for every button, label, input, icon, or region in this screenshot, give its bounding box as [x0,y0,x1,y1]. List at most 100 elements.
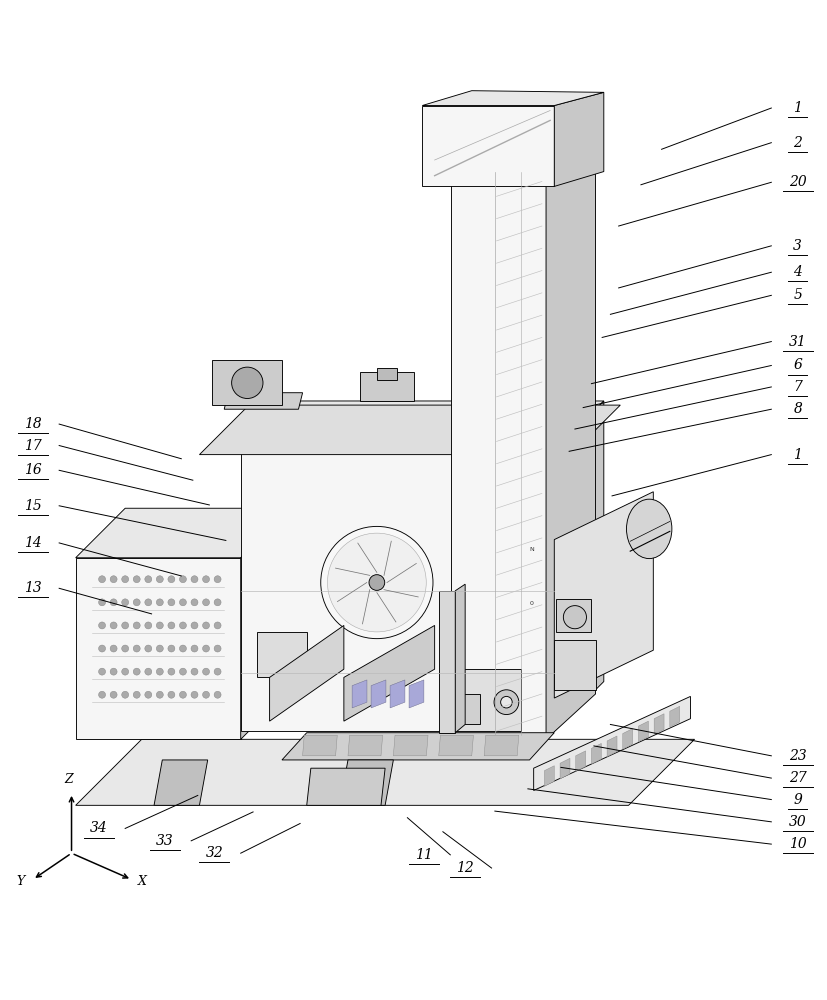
Polygon shape [555,599,590,632]
Circle shape [203,622,209,629]
Circle shape [110,691,117,698]
Text: 23: 23 [788,749,805,763]
Polygon shape [199,405,619,455]
Polygon shape [302,735,337,756]
Polygon shape [390,680,404,708]
Circle shape [122,668,128,675]
Polygon shape [422,106,553,186]
Text: 6: 6 [792,358,801,372]
Circle shape [156,622,163,629]
Circle shape [156,691,163,698]
Circle shape [145,622,151,629]
Polygon shape [241,401,603,450]
Circle shape [122,599,128,606]
Circle shape [203,691,209,698]
Circle shape [179,691,186,698]
Polygon shape [75,558,241,739]
Text: 12: 12 [456,861,474,875]
Polygon shape [438,591,455,733]
Circle shape [214,576,221,583]
Text: 15: 15 [24,499,41,513]
Circle shape [168,645,174,652]
Circle shape [98,599,105,606]
Text: 8: 8 [792,402,801,416]
Polygon shape [241,508,290,739]
Polygon shape [306,768,385,805]
Polygon shape [448,694,480,724]
Text: 2: 2 [792,136,801,150]
Circle shape [168,668,174,675]
Polygon shape [545,155,595,739]
Text: 33: 33 [155,834,174,848]
Text: 11: 11 [414,848,433,862]
Circle shape [191,668,198,675]
Polygon shape [339,760,393,805]
Polygon shape [590,743,600,764]
Polygon shape [451,145,595,170]
Circle shape [179,576,186,583]
Polygon shape [212,360,282,405]
Circle shape [110,622,117,629]
Circle shape [110,645,117,652]
Polygon shape [606,736,616,757]
Circle shape [145,668,151,675]
Polygon shape [553,492,653,698]
Circle shape [110,668,117,675]
Text: 32: 32 [205,846,223,860]
Circle shape [145,599,151,606]
Circle shape [191,576,198,583]
Circle shape [133,576,140,583]
Text: 14: 14 [24,536,41,550]
Text: 0: 0 [529,601,533,606]
Polygon shape [343,625,434,721]
Circle shape [232,367,263,398]
Circle shape [203,645,209,652]
Circle shape [179,645,186,652]
Circle shape [494,690,519,715]
Text: 20: 20 [788,175,805,189]
Polygon shape [75,508,290,558]
Circle shape [145,576,151,583]
Circle shape [98,576,105,583]
Polygon shape [282,733,553,760]
Polygon shape [270,625,343,721]
Circle shape [156,576,163,583]
Circle shape [98,645,105,652]
Circle shape [191,645,198,652]
Circle shape [214,599,221,606]
Text: 16: 16 [24,463,41,477]
Polygon shape [533,696,690,790]
Polygon shape [669,706,679,727]
Polygon shape [442,669,521,731]
Circle shape [214,622,221,629]
Polygon shape [422,91,603,106]
Polygon shape [351,680,366,708]
Text: 1: 1 [792,448,801,462]
Circle shape [156,599,163,606]
Polygon shape [393,735,428,756]
Polygon shape [638,721,648,742]
Circle shape [214,691,221,698]
Circle shape [179,668,186,675]
Circle shape [168,599,174,606]
Polygon shape [241,450,553,731]
Circle shape [168,691,174,698]
Text: 10: 10 [788,837,805,851]
Text: N: N [528,547,533,552]
Polygon shape [154,760,208,805]
Polygon shape [575,751,585,771]
Circle shape [179,599,186,606]
Circle shape [156,668,163,675]
Circle shape [562,606,586,629]
Circle shape [122,576,128,583]
Polygon shape [559,758,569,779]
Text: 9: 9 [792,793,801,807]
Circle shape [122,691,128,698]
Text: 7: 7 [792,380,801,394]
Ellipse shape [626,499,671,559]
Polygon shape [553,640,595,690]
Text: 18: 18 [24,417,41,431]
Circle shape [145,691,151,698]
Text: 30: 30 [788,815,805,829]
Polygon shape [438,735,473,756]
